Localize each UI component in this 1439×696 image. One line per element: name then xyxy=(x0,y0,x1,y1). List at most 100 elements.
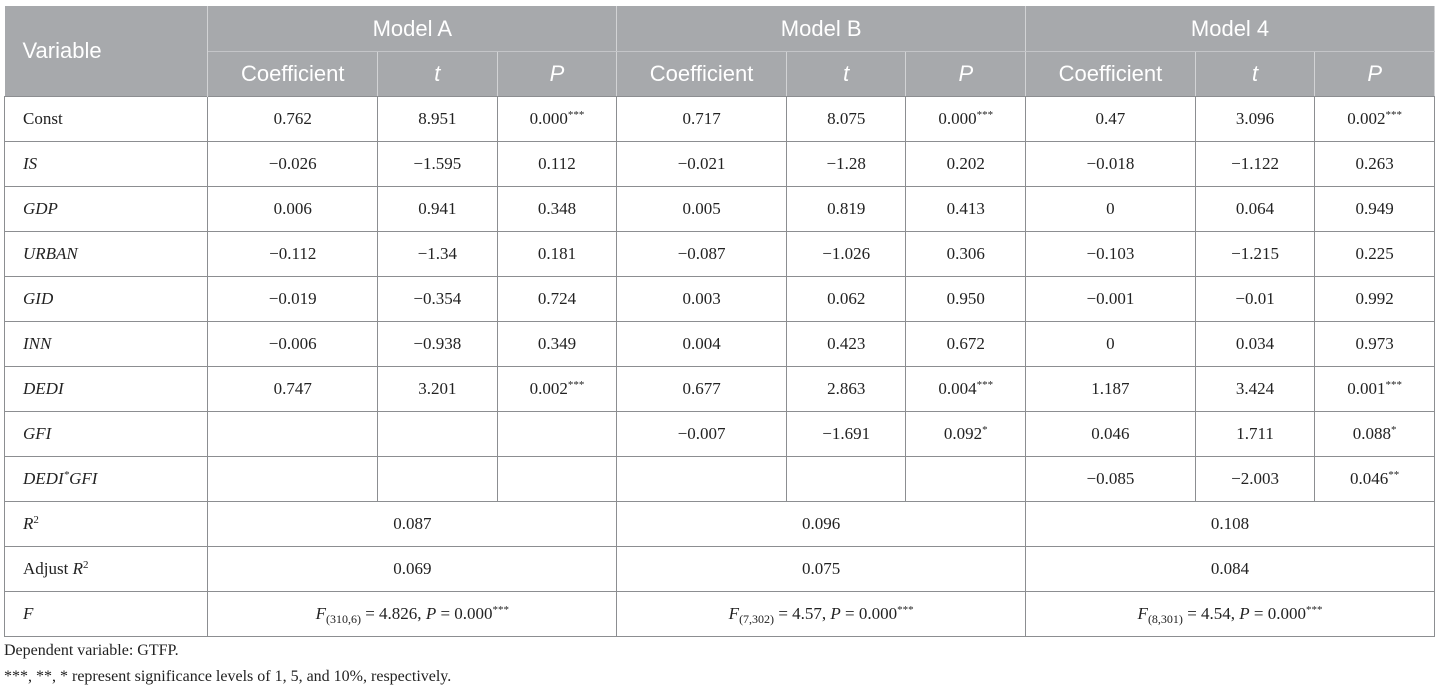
r-squared-label: R2 xyxy=(3,501,209,547)
t-cell: −0.354 xyxy=(377,276,498,322)
coefficient-cell: −0.006 xyxy=(207,321,379,367)
t-cell: 0.034 xyxy=(1194,321,1316,367)
significance-stars: *** xyxy=(1306,604,1323,616)
p-cell: 0.002*** xyxy=(496,366,618,412)
variable-header: Variable xyxy=(4,6,209,97)
coefficient-header: Coefficient xyxy=(1025,51,1196,97)
variable-name: IS xyxy=(3,141,209,187)
model-4-header: Model 4 xyxy=(1025,6,1435,52)
p-header: P xyxy=(1314,51,1435,97)
p-value: 0.002 xyxy=(1347,109,1386,128)
t-cell: −1.595 xyxy=(377,141,498,187)
coefficient-cell: 0.005 xyxy=(616,186,787,232)
r-squared-exponent: 2 xyxy=(33,514,39,526)
table-row: DEDI 0.747 3.201 0.002*** 0.677 2.863 0.… xyxy=(3,366,1435,412)
p-value: 0.112 xyxy=(538,154,576,173)
t-cell: −1.691 xyxy=(785,411,907,457)
table-row: GID −0.019 −0.354 0.724 0.003 0.062 0.95… xyxy=(3,276,1435,322)
significance-note: ***, **, * represent significance levels… xyxy=(4,668,452,685)
f-statistic-model-b: F(7,302) = 4.57, P = 0.000*** xyxy=(616,591,1027,637)
f-statistic-model-4: F(8,301) = 4.54, P = 0.000*** xyxy=(1025,591,1435,637)
significance-stars: *** xyxy=(1385,379,1403,391)
p-header: P xyxy=(905,51,1027,97)
t-header: t xyxy=(1195,51,1316,97)
f-p-value: = 0.000 xyxy=(1249,604,1307,623)
p-cell: 0.949 xyxy=(1314,186,1435,232)
p-cell: 0.000*** xyxy=(905,96,1027,142)
coefficient-cell: −0.019 xyxy=(207,276,379,322)
coefficient-cell xyxy=(616,456,787,502)
p-cell: 0.092* xyxy=(905,411,1027,457)
r-squared-exponent: 2 xyxy=(82,559,89,571)
table-row: IS −0.026 −1.595 0.112 −0.021 −1.28 0.20… xyxy=(3,141,1435,187)
p-symbol: P xyxy=(1239,604,1250,623)
p-value: 0.002 xyxy=(529,379,568,398)
r-squared-model-4: 0.108 xyxy=(1025,501,1435,547)
f-symbol: F xyxy=(728,604,740,623)
t-cell: −0.01 xyxy=(1194,276,1316,322)
coefficient-cell: −0.112 xyxy=(207,231,379,277)
coefficient-cell: −0.085 xyxy=(1025,456,1196,502)
t-cell xyxy=(377,411,498,457)
f-symbol: F xyxy=(315,604,326,623)
adjusted-r-squared-model-4: 0.084 xyxy=(1025,546,1435,592)
p-cell: 0.950 xyxy=(905,276,1027,322)
t-cell xyxy=(785,456,907,502)
significance-stars: ** xyxy=(1388,469,1400,481)
coefficient-cell: 0.47 xyxy=(1025,96,1196,142)
p-value: 0.181 xyxy=(537,244,577,263)
adjusted-r-squared-row: Adjust R2 0.069 0.075 0.084 xyxy=(3,546,1435,592)
p-cell: 0.306 xyxy=(905,231,1027,277)
table-row: GFI −0.007 −1.691 0.092* 0.046 1.711 0.0… xyxy=(3,411,1435,457)
p-symbol: P xyxy=(830,604,841,623)
t-cell: 8.951 xyxy=(377,96,498,142)
p-cell xyxy=(905,456,1027,502)
dependent-variable-note: Dependent variable: GTFP. xyxy=(4,642,179,659)
p-cell: 0.225 xyxy=(1314,231,1435,277)
t-cell: 0.819 xyxy=(785,186,907,232)
variable-name: GFI xyxy=(3,411,209,457)
p-value: 0.950 xyxy=(946,289,985,308)
coefficient-cell: −0.021 xyxy=(616,141,787,187)
f-degrees-of-freedom: (310,6) xyxy=(325,612,361,626)
f-p-value: = 0.000 xyxy=(840,604,898,623)
r-symbol: R xyxy=(23,514,34,533)
interaction-term-a: DEDI xyxy=(23,469,64,488)
p-cell: 0.724 xyxy=(496,276,618,322)
coefficient-cell xyxy=(207,411,379,457)
p-cell: 0.046** xyxy=(1314,456,1435,502)
p-value: 0.306 xyxy=(946,244,985,263)
f-value: = 4.826, xyxy=(360,604,426,623)
variable-name: DEDI xyxy=(3,366,209,412)
coefficient-cell xyxy=(207,456,379,502)
significance-stars: *** xyxy=(897,604,914,616)
interaction-star: * xyxy=(63,469,70,481)
t-cell xyxy=(377,456,498,502)
p-cell: 0.348 xyxy=(496,186,618,232)
coefficient-header: Coefficient xyxy=(616,51,787,97)
coefficient-cell: 0.046 xyxy=(1025,411,1196,457)
f-statistic-row: F F(310,6) = 4.826, P = 0.000*** F(7,302… xyxy=(3,591,1435,637)
significance-stars: *** xyxy=(567,379,585,391)
p-value: 0.348 xyxy=(537,199,577,218)
coefficient-cell: 0.006 xyxy=(207,186,379,232)
variable-name: Const xyxy=(3,96,209,142)
t-cell: 2.863 xyxy=(785,366,907,412)
coefficient-cell: −0.103 xyxy=(1025,231,1196,277)
coefficient-cell: 0.004 xyxy=(616,321,787,367)
r-squared-row: R2 0.087 0.096 0.108 xyxy=(3,501,1435,547)
coefficient-cell: 0 xyxy=(1025,321,1196,367)
significance-stars: * xyxy=(982,424,988,436)
adjusted-r-squared-model-b: 0.075 xyxy=(616,546,1027,592)
significance-stars: *** xyxy=(976,379,994,391)
variable-name: URBAN xyxy=(3,231,209,277)
t-header: t xyxy=(377,51,498,97)
r-squared-model-b: 0.096 xyxy=(616,501,1027,547)
t-cell: 3.096 xyxy=(1194,96,1316,142)
p-value: 0.973 xyxy=(1355,334,1394,353)
t-cell: −0.938 xyxy=(377,321,498,367)
p-value: 0.225 xyxy=(1355,244,1394,263)
t-cell: 0.423 xyxy=(785,321,907,367)
coefficient-cell: −0.007 xyxy=(616,411,787,457)
t-cell: −1.215 xyxy=(1194,231,1316,277)
